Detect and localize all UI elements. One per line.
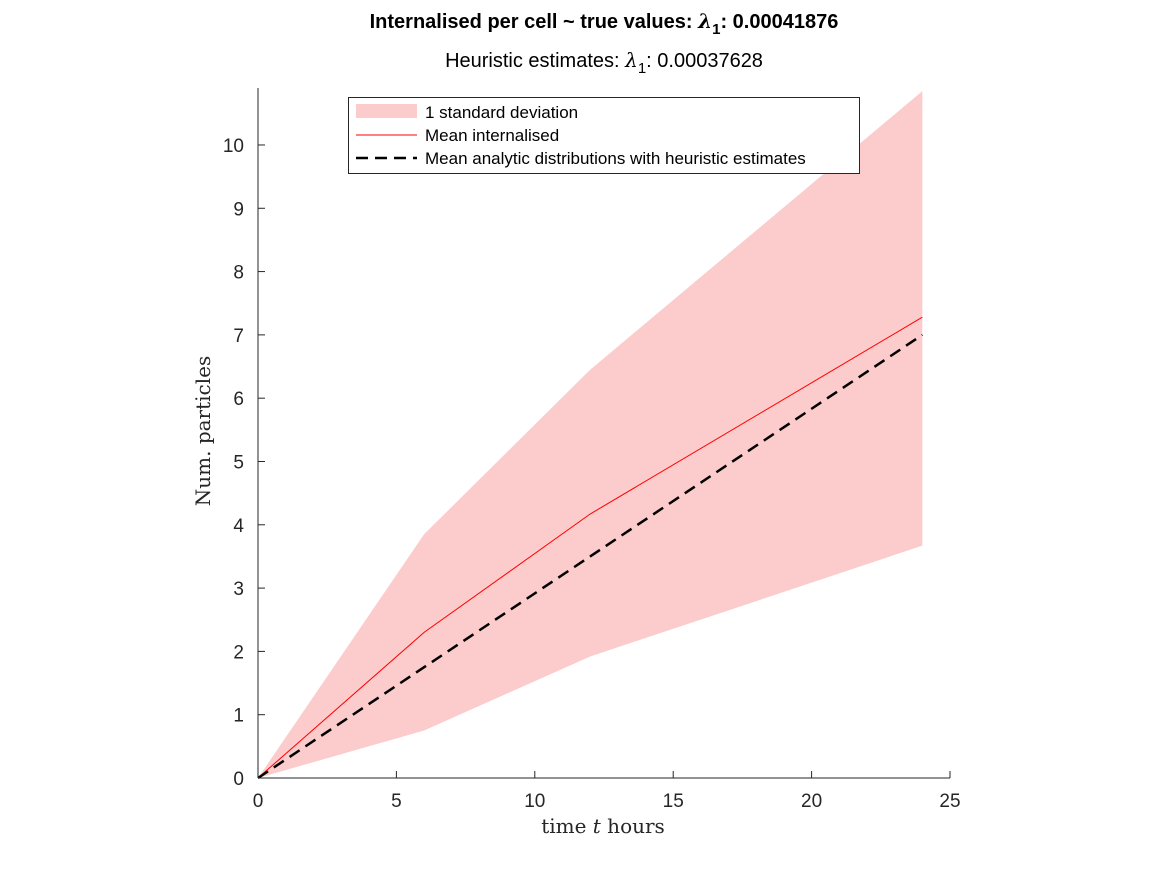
legend: 1 standard deviation Mean internalised M… (348, 97, 860, 174)
chart-title-prefix: Internalised per cell ~ true values: (370, 11, 698, 33)
x-tick-label: 0 (253, 791, 264, 812)
y-tick-label: 9 (233, 199, 244, 220)
legend-label-mean-analytic: Mean analytic distributions with heurist… (425, 149, 806, 168)
chart-title: Internalised per cell ~ true values: λ1:… (370, 9, 839, 38)
axes: 0 5 10 15 20 25 0 1 2 3 4 5 6 7 8 9 10 (223, 88, 961, 812)
chart-subtitle-symbol: λ (624, 48, 638, 72)
chart-title-symbol: λ (697, 9, 712, 33)
x-tick-label: 20 (801, 791, 822, 812)
chart-subtitle-subscript: 1 (638, 60, 646, 77)
y-tick-label: 7 (233, 326, 244, 347)
x-axis-label-variable: t (593, 814, 602, 838)
legend-label-mean-internalised: Mean internalised (425, 126, 559, 145)
y-tick-label: 1 (233, 706, 244, 727)
x-tick-label: 10 (524, 791, 545, 812)
mean-analytic-line (257, 333, 924, 780)
x-tick-label: 5 (391, 791, 402, 812)
chart-title-value: : 0.00041876 (720, 11, 838, 33)
chart-subtitle: Heuristic estimates: λ1: 0.00037628 (445, 48, 763, 77)
mean-internalised-line (257, 316, 923, 779)
chart-subtitle-value: : 0.00037628 (646, 50, 763, 72)
y-tick-label: 6 (233, 389, 244, 410)
legend-box (348, 97, 860, 174)
y-tick-label: 8 (233, 263, 244, 284)
x-tick-label: 25 (939, 791, 960, 812)
y-tick-label: 2 (233, 642, 244, 663)
y-tick-label: 3 (233, 579, 244, 600)
legend-label-band: 1 standard deviation (425, 103, 578, 122)
legend-swatch-band (356, 104, 417, 118)
x-tick-label: 15 (663, 791, 684, 812)
y-axis-label: Num. particles (191, 356, 215, 506)
y-tick-label: 0 (233, 769, 244, 790)
y-tick-label: 5 (233, 452, 244, 473)
plot-area (257, 91, 924, 780)
chart-subtitle-prefix: Heuristic estimates: (445, 50, 625, 72)
chart-title-subscript: 1 (712, 21, 720, 38)
y-tick-label: 4 (233, 516, 244, 537)
y-tick-label: 10 (223, 136, 244, 157)
std-dev-band (258, 91, 923, 778)
x-axis-label-after: hours (601, 814, 665, 838)
x-axis-label-before: time (541, 814, 593, 838)
x-axis-label: time t hours (541, 814, 665, 838)
